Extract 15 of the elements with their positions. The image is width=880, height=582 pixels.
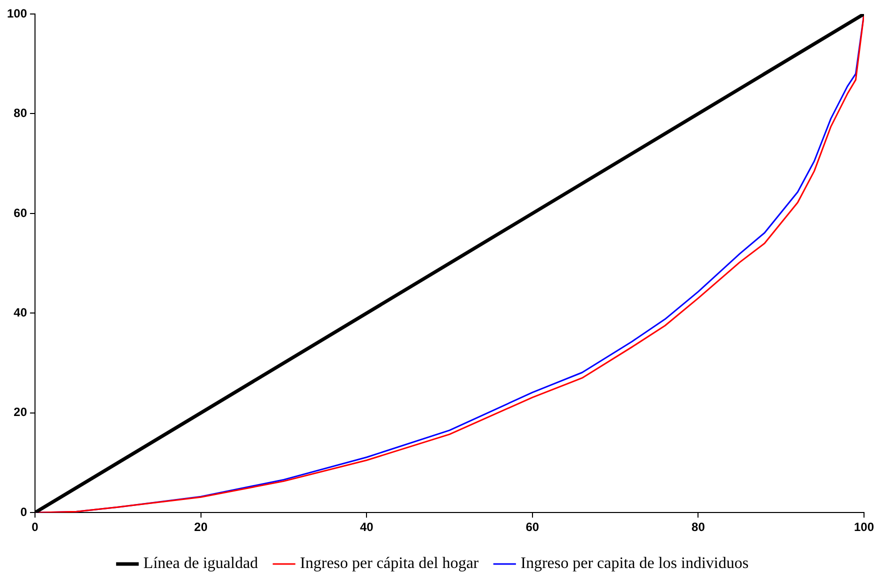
x-tick-label: 20 xyxy=(194,520,208,534)
y-tick-label: 40 xyxy=(14,305,28,320)
x-tick-label: 80 xyxy=(692,520,706,534)
y-tick-label: 60 xyxy=(14,206,28,220)
y-tick-label: 80 xyxy=(14,106,28,120)
x-tick-label: 60 xyxy=(526,520,540,534)
x-tick-label: 100 xyxy=(854,520,874,534)
x-tick-label: 0 xyxy=(32,520,39,534)
y-tick-label: 0 xyxy=(20,504,28,519)
legend-label: Ingreso per cápita del hogar xyxy=(300,555,480,572)
y-tick-label: 20 xyxy=(14,405,28,420)
legend-label: Ingreso per capita de los individuos xyxy=(520,555,749,572)
x-tick-label: 40 xyxy=(360,520,374,534)
y-tick-label: 100 xyxy=(6,6,28,20)
legend-label: Línea de igualdad xyxy=(143,555,258,572)
